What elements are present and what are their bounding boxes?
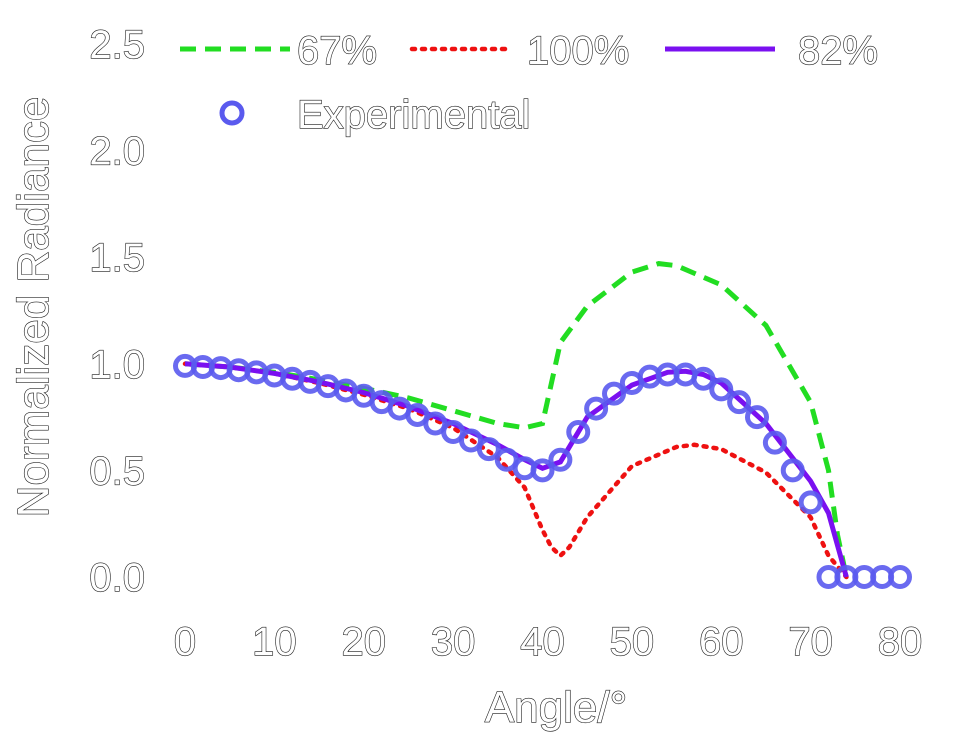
y-axis-label: Normalized Radiance xyxy=(9,97,58,518)
x-tick-label: 20 xyxy=(342,620,387,664)
y-tick-label: 1.0 xyxy=(89,343,145,387)
x-tick-label: 50 xyxy=(610,620,655,664)
experimental-point xyxy=(530,458,555,483)
series-line-67 xyxy=(184,261,849,578)
experimental-point xyxy=(798,490,823,515)
legend-label-82: 82% xyxy=(798,29,878,73)
y-tick-label: 0.5 xyxy=(89,449,145,493)
x-tick-label: 80 xyxy=(878,620,923,664)
experimental-point xyxy=(584,396,609,421)
legend-label-experimental: Experimental xyxy=(297,93,530,137)
experimental-point xyxy=(602,381,626,406)
y-tick-label: 0.0 xyxy=(89,556,145,600)
y-axis-ticks: 0.0 0.5 1.0 1.5 2.0 2.5 xyxy=(89,22,146,600)
x-axis-ticks: 0 10 20 30 40 50 60 70 80 xyxy=(173,619,923,664)
x-tick-label: 0 xyxy=(174,620,196,664)
legend-label-67: 67% xyxy=(297,29,377,73)
plot-area xyxy=(173,261,912,589)
x-tick-label: 30 xyxy=(431,620,476,664)
x-tick-label: 60 xyxy=(699,620,744,664)
legend: 67% 100% 82% Experimental xyxy=(180,28,879,138)
experimental-point xyxy=(745,405,769,430)
x-tick-label: 10 xyxy=(252,620,297,664)
y-tick-label: 2.0 xyxy=(89,130,145,174)
experimental-point xyxy=(888,565,912,589)
experimental-point xyxy=(476,437,501,462)
y-tick-label: 2.5 xyxy=(89,23,145,67)
experimental-point xyxy=(548,447,573,472)
x-axis-label: Angle/° xyxy=(485,683,627,732)
x-tick-label: 40 xyxy=(520,620,565,664)
legend-swatch-experimental xyxy=(219,100,245,126)
experimental-point xyxy=(566,420,591,445)
experimental-point xyxy=(709,377,734,402)
experimental-point xyxy=(762,430,787,455)
x-tick-label: 70 xyxy=(788,620,833,664)
experimental-point xyxy=(727,390,752,415)
experimental-point xyxy=(691,366,716,391)
legend-label-100: 100% xyxy=(527,29,629,73)
y-tick-label: 1.5 xyxy=(89,236,145,280)
experimental-point xyxy=(780,458,805,483)
